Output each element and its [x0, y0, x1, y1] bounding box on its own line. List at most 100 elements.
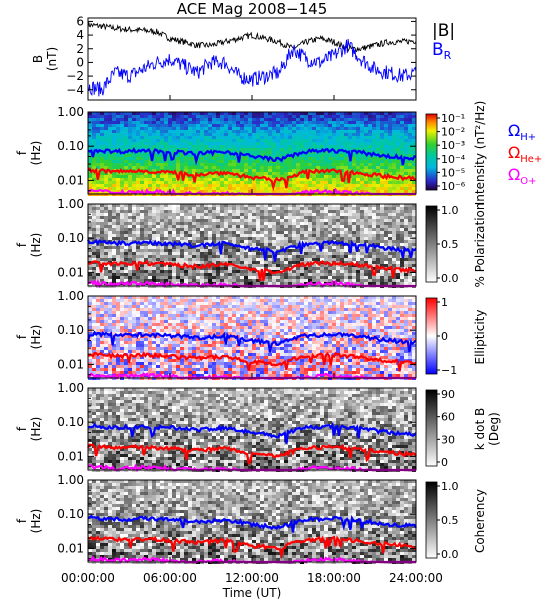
heatmap-cell	[120, 347, 124, 350]
heatmap-cell	[316, 264, 320, 267]
heatmap-cell	[344, 115, 348, 118]
heatmap-cell	[316, 139, 320, 142]
heatmap-cell	[108, 175, 112, 178]
heatmap-cell	[384, 213, 388, 216]
heatmap-cell	[324, 181, 328, 184]
heatmap-cell	[116, 311, 120, 314]
heatmap-cell	[256, 142, 260, 145]
heatmap-cell	[260, 210, 264, 213]
heatmap-cell	[272, 273, 276, 276]
heatmap-cell	[244, 115, 248, 118]
heatmap-cell	[116, 368, 120, 371]
heatmap-cell	[108, 157, 112, 160]
heatmap-cell	[276, 279, 280, 282]
heatmap-cell	[188, 157, 192, 160]
heatmap-cell	[172, 240, 176, 243]
heatmap-cell	[384, 207, 388, 210]
heatmap-cell	[400, 276, 404, 279]
heatmap-cell	[96, 237, 100, 240]
heatmap-cell	[124, 148, 128, 151]
heatmap-cell	[228, 112, 232, 115]
heatmap-cell	[328, 237, 332, 240]
heatmap-cell	[132, 210, 136, 213]
heatmap-cell	[236, 279, 240, 282]
heatmap-cell	[132, 124, 136, 127]
heatmap-cell	[176, 222, 180, 225]
heatmap-cell	[176, 267, 180, 270]
heatmap-cell	[340, 142, 344, 145]
heatmap-cell	[120, 273, 124, 276]
heatmap-cell	[280, 175, 284, 178]
heatmap-cell	[340, 273, 344, 276]
heatmap-cell	[256, 151, 260, 154]
heatmap-cell	[88, 130, 92, 133]
heatmap-cell	[288, 210, 292, 213]
heatmap-cell	[364, 210, 368, 213]
heatmap-cell	[140, 124, 144, 127]
heatmap-cell	[300, 279, 304, 282]
heatmap-cell	[100, 210, 104, 213]
heatmap-cell	[132, 151, 136, 154]
heatmap-cell	[276, 222, 280, 225]
heatmap-cell	[96, 222, 100, 225]
heatmap-cell	[296, 133, 300, 136]
heatmap-cell	[112, 121, 116, 124]
heatmap-cell	[284, 151, 288, 154]
heatmap-cell	[276, 127, 280, 130]
heatmap-cell	[388, 187, 392, 190]
heatmap-cell	[116, 344, 120, 347]
heatmap-cell	[232, 255, 236, 258]
heatmap-cell	[276, 139, 280, 142]
heatmap-cell	[116, 252, 120, 255]
heatmap-cell	[252, 243, 256, 246]
heatmap-cell	[96, 341, 100, 344]
heatmap-cell	[284, 210, 288, 213]
series-line-b-r	[87, 38, 417, 97]
heatmap-cell	[236, 127, 240, 130]
heatmap-cell	[280, 136, 284, 139]
heatmap-cell	[360, 133, 364, 136]
heatmap-cell	[144, 234, 148, 237]
heatmap-cell	[104, 154, 108, 157]
heatmap-cell	[188, 148, 192, 151]
heatmap-cell	[188, 187, 192, 190]
heatmap-cell	[148, 267, 152, 270]
heatmap-cell	[340, 213, 344, 216]
heatmap-cell	[244, 127, 248, 130]
heatmap-cell	[260, 264, 264, 267]
heatmap-cell	[372, 130, 376, 133]
heatmap-cell	[92, 115, 96, 118]
heatmap-cell	[196, 222, 200, 225]
heatmap-cell	[156, 139, 160, 142]
heatmap-cell	[208, 163, 212, 166]
heatmap-cell	[208, 139, 212, 142]
heatmap-cell	[288, 178, 292, 181]
heatmap-cell	[356, 133, 360, 136]
heatmap-cell	[232, 160, 236, 163]
heatmap-cell	[108, 273, 112, 276]
heatmap-cell	[204, 163, 208, 166]
heatmap-cell	[204, 207, 208, 210]
heatmap-cell	[344, 118, 348, 121]
heatmap-cell	[304, 118, 308, 121]
heatmap-cell	[176, 228, 180, 231]
heatmap-cell	[144, 273, 148, 276]
heatmap-cell	[172, 118, 176, 121]
heatmap-cell	[284, 273, 288, 276]
heatmap-cell	[300, 181, 304, 184]
heatmap-cell	[132, 264, 136, 267]
heatmap-cell	[256, 172, 260, 175]
heatmap-cell	[256, 255, 260, 258]
heatmap-cell	[128, 151, 132, 154]
heatmap-cell	[88, 341, 92, 344]
heatmap-cell	[312, 231, 316, 234]
heatmap-cell	[404, 148, 408, 151]
heatmap-cell	[300, 234, 304, 237]
heatmap-cell	[204, 142, 208, 145]
heatmap-cell	[160, 118, 164, 121]
heatmap-cell	[88, 172, 92, 175]
heatmap-cell	[316, 142, 320, 145]
heatmap-cell	[396, 219, 400, 222]
heatmap-cell	[88, 246, 92, 249]
heatmap-cell	[344, 252, 348, 255]
